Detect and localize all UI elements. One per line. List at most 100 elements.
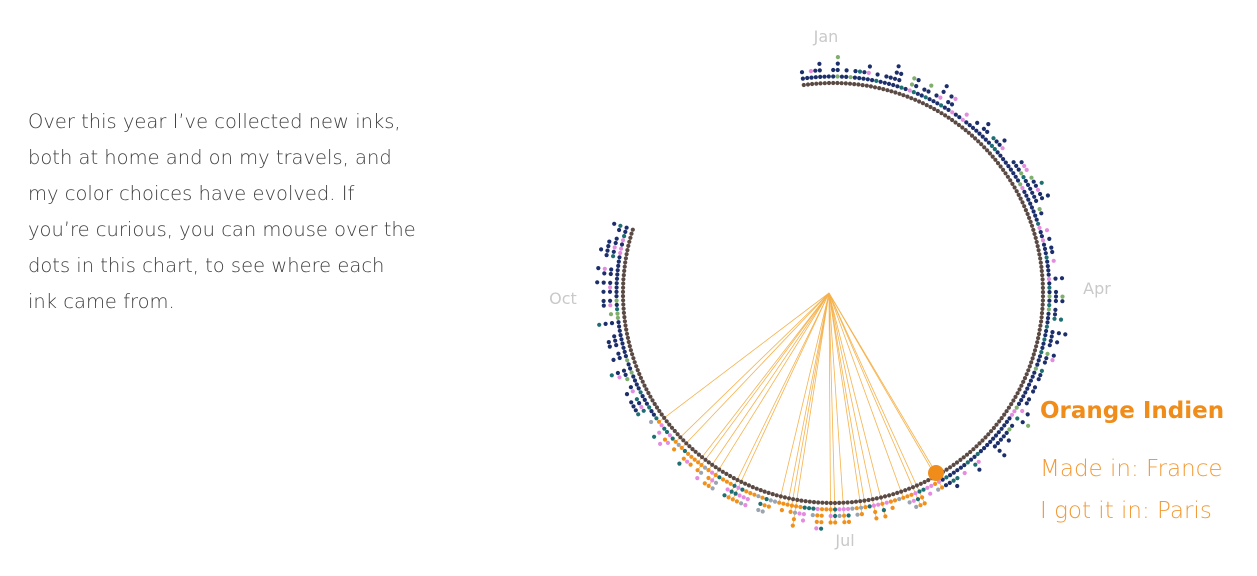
ink-dot[interactable] <box>833 513 838 519</box>
ink-dot[interactable] <box>861 76 866 81</box>
ring-dot[interactable] <box>693 449 698 454</box>
ink-dot[interactable] <box>839 74 845 79</box>
ring-dot[interactable] <box>1034 239 1039 245</box>
ink-dot[interactable] <box>614 236 619 241</box>
ink-dot[interactable] <box>628 385 634 390</box>
ring-dot[interactable] <box>1034 344 1039 349</box>
ring-dot[interactable] <box>621 298 626 303</box>
ink-dot[interactable] <box>955 476 960 481</box>
ring-dot[interactable] <box>968 449 973 455</box>
ink-dot[interactable] <box>741 495 746 500</box>
ink-dot[interactable] <box>611 254 616 259</box>
ring-dot[interactable] <box>983 435 988 440</box>
ring-dot[interactable] <box>620 289 626 294</box>
ink-dot[interactable] <box>844 74 849 79</box>
ink-dot[interactable] <box>927 97 932 102</box>
ink-dot[interactable] <box>890 505 895 510</box>
ring-dot[interactable] <box>1031 227 1036 232</box>
ink-dot[interactable] <box>912 76 917 81</box>
ring-dot[interactable] <box>1038 260 1043 265</box>
ring-dot[interactable] <box>620 294 626 299</box>
ink-dot[interactable] <box>681 456 686 461</box>
ring-dot[interactable] <box>1032 231 1037 236</box>
ink-dot[interactable] <box>665 440 671 445</box>
ink-dot[interactable] <box>835 61 840 66</box>
ink-dot[interactable] <box>634 382 639 387</box>
ink-dot[interactable] <box>1060 299 1065 304</box>
ink-dot[interactable] <box>918 503 923 508</box>
ink-dot[interactable] <box>630 389 635 394</box>
ink-dot[interactable] <box>636 412 641 417</box>
ink-dot[interactable] <box>644 401 650 406</box>
ink-dot[interactable] <box>867 64 873 69</box>
ring-dot[interactable] <box>1015 391 1020 396</box>
ink-dot[interactable] <box>817 68 822 73</box>
ink-dot[interactable] <box>1012 409 1017 414</box>
ink-dot[interactable] <box>733 491 738 496</box>
ring-dot[interactable] <box>1009 402 1014 407</box>
ink-dot[interactable] <box>981 126 987 131</box>
ink-dot[interactable] <box>953 112 958 117</box>
ring-dot[interactable] <box>724 471 729 476</box>
ink-dot[interactable] <box>1045 351 1050 356</box>
ink-dot[interactable] <box>1014 163 1019 168</box>
ring-dot[interactable] <box>1037 252 1042 257</box>
ink-dot[interactable] <box>1039 350 1044 355</box>
ring-dot[interactable] <box>710 462 715 467</box>
ink-dot[interactable] <box>992 444 998 449</box>
ring-dot[interactable] <box>913 97 918 102</box>
ink-dot[interactable] <box>619 337 624 342</box>
ring-dot[interactable] <box>881 87 886 92</box>
ink-dot[interactable] <box>1019 171 1024 176</box>
ring-dot[interactable] <box>951 462 956 467</box>
ink-dot[interactable] <box>1052 316 1057 321</box>
ink-dot[interactable] <box>710 486 715 491</box>
ink-dot[interactable] <box>1053 298 1058 304</box>
ink-dot[interactable] <box>615 311 620 316</box>
ink-dot[interactable] <box>878 79 883 84</box>
ink-dot[interactable] <box>842 513 847 518</box>
ink-dot[interactable] <box>781 501 786 506</box>
ink-dot[interactable] <box>1053 289 1059 295</box>
ring-dot[interactable] <box>963 128 968 133</box>
ink-dot[interactable] <box>1041 341 1046 346</box>
ink-dot[interactable] <box>933 481 938 486</box>
ink-dot[interactable] <box>639 404 644 410</box>
ink-dot[interactable] <box>1009 412 1015 417</box>
ink-dot[interactable] <box>891 82 896 88</box>
ring-dot[interactable] <box>874 496 879 501</box>
ink-dot[interactable] <box>903 86 908 92</box>
ring-dot[interactable] <box>1040 273 1045 278</box>
ring-dot[interactable] <box>1036 331 1042 337</box>
ring-dot[interactable] <box>1029 360 1034 365</box>
ring-dot[interactable] <box>631 356 636 361</box>
ink-dot[interactable] <box>828 520 833 525</box>
ring-dot[interactable] <box>860 83 865 88</box>
ink-dot[interactable] <box>1045 259 1050 264</box>
ring-dot[interactable] <box>681 438 686 443</box>
ink-dot[interactable] <box>688 462 693 467</box>
ink-dot[interactable] <box>629 400 634 405</box>
ink-dot[interactable] <box>799 70 805 75</box>
ring-dot[interactable] <box>966 130 971 135</box>
ink-dot[interactable] <box>1051 258 1056 263</box>
ring-dot[interactable] <box>843 81 848 86</box>
ink-dot[interactable] <box>955 468 960 473</box>
ink-dot[interactable] <box>745 497 750 502</box>
ink-dot[interactable] <box>1046 268 1051 273</box>
ring-dot[interactable] <box>627 239 632 244</box>
ink-dot[interactable] <box>909 492 914 497</box>
ink-dot[interactable] <box>1042 246 1048 251</box>
ring-dot[interactable] <box>910 485 916 490</box>
ink-dot[interactable] <box>841 507 846 512</box>
ink-dot[interactable] <box>1059 276 1065 281</box>
ink-dot[interactable] <box>762 503 767 508</box>
ink-dot[interactable] <box>737 493 742 498</box>
ink-dot[interactable] <box>949 102 955 107</box>
ink-dot[interactable] <box>943 483 949 488</box>
ring-dot[interactable] <box>872 85 878 90</box>
ink-dot[interactable] <box>1032 370 1037 375</box>
ring-dot[interactable] <box>1014 189 1019 194</box>
ink-dot[interactable] <box>1001 434 1006 439</box>
ink-dot[interactable] <box>1032 385 1038 390</box>
